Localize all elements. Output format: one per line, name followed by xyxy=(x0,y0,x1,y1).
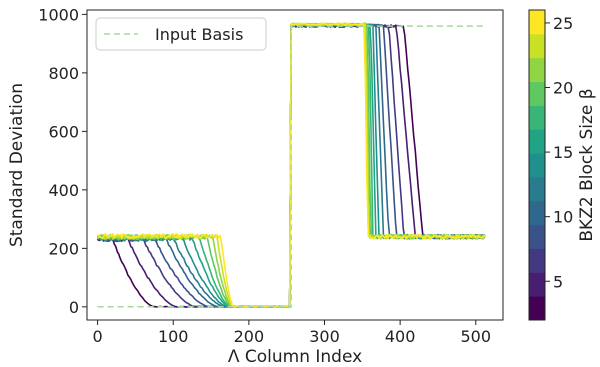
y-tick-label: 200 xyxy=(48,239,79,258)
x-tick-label: 400 xyxy=(385,327,416,346)
colorbar-tick-label: 15 xyxy=(553,143,573,162)
colorbar-segment xyxy=(529,10,545,35)
y-tick-label: 600 xyxy=(48,122,79,141)
series-layer xyxy=(96,21,486,308)
x-tick-label: 200 xyxy=(234,327,265,346)
colorbar-frame xyxy=(528,9,546,321)
colorbar-tick-label: 5 xyxy=(553,272,563,291)
axes-layer: 0 100 200 300 400 500 0 200 400 600 800 1000 Λ Colum… xyxy=(7,5,504,367)
colorbar-label: BKZ2 Block Size β xyxy=(577,88,597,241)
colorbar-segment xyxy=(529,81,545,106)
x-axis-label: Λ Column Index xyxy=(228,347,362,367)
colorbar-segment xyxy=(529,33,545,59)
colorbar-tick-label: 10 xyxy=(553,208,573,227)
legend-label: Input Basis xyxy=(155,25,243,44)
input-basis-line xyxy=(97,25,485,308)
x-tick-label: 300 xyxy=(309,327,340,346)
y-tick-label: 0 xyxy=(69,298,79,317)
colorbar-segment xyxy=(529,153,545,178)
x-tick-label: 100 xyxy=(158,327,189,346)
y-tick-label: 800 xyxy=(48,64,79,83)
x-tick-label: 0 xyxy=(92,327,102,346)
colorbar-segment xyxy=(529,176,545,202)
colorbar-tick-label: 25 xyxy=(553,14,573,33)
legend: Input Basis xyxy=(95,17,267,51)
colorbar-segment xyxy=(529,296,545,321)
colorbar-segment xyxy=(529,57,545,83)
y-tick-label: 400 xyxy=(48,181,79,200)
y-axis-label: Standard Deviation xyxy=(7,83,27,247)
colorbar-segment xyxy=(529,248,545,273)
colorbar-segment xyxy=(529,200,545,226)
x-tick-label: 500 xyxy=(460,327,491,346)
series-beta-26 xyxy=(96,22,485,308)
colorbar-segment xyxy=(529,129,545,154)
colorbar: 5 10 15 20 25 BKZ2 Block Size β xyxy=(528,9,597,321)
colorbar-segment xyxy=(529,105,545,130)
legend-box xyxy=(95,17,267,51)
colorbar-tick-label: 20 xyxy=(553,79,573,98)
colorbar-segment xyxy=(529,272,545,297)
colorbar-segment xyxy=(529,224,545,249)
plot-frame xyxy=(86,9,504,321)
y-tick-label: 1000 xyxy=(38,5,79,24)
